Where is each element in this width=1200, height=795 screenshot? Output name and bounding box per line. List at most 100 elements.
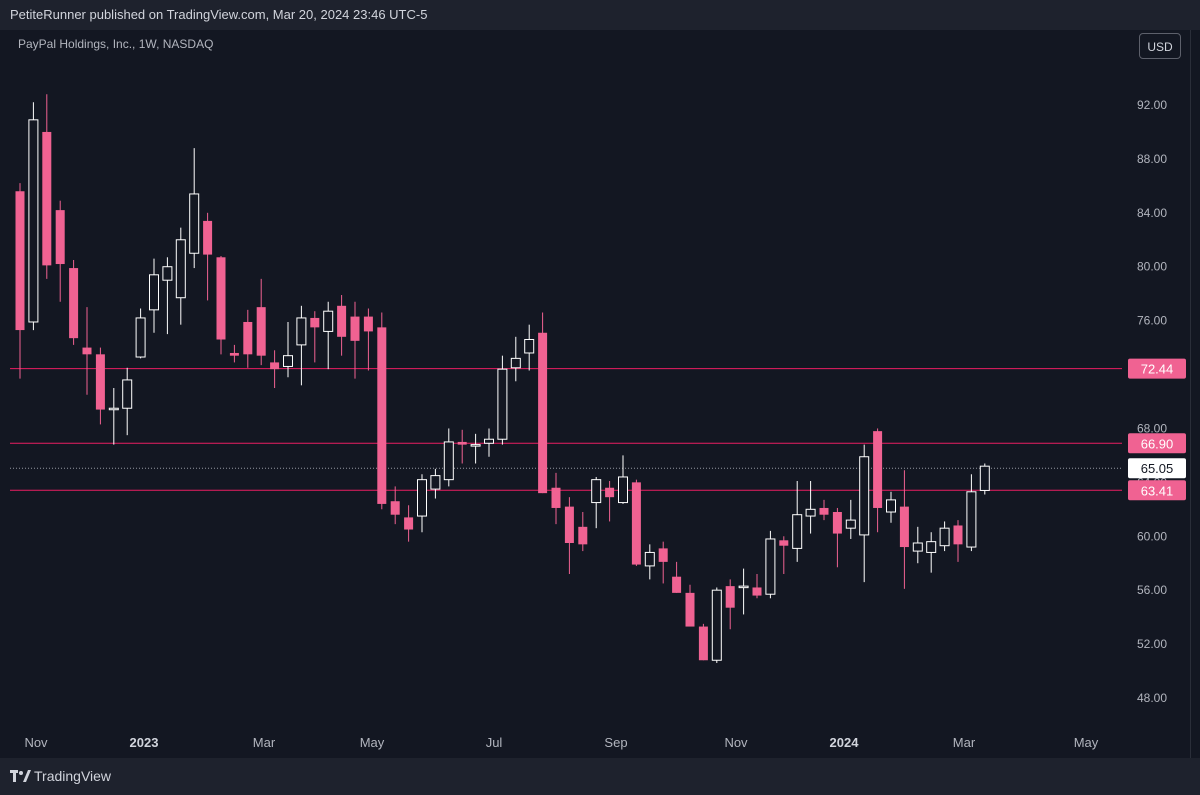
tradingview-logo-icon <box>10 770 31 782</box>
x-tick-label-7: 2024 <box>830 735 860 750</box>
y-tick-label-3: 80.00 <box>1137 260 1167 274</box>
x-tick-label-3: May <box>360 735 385 750</box>
level-price-label-2: 63.41 <box>1141 483 1174 498</box>
y-tick-label-8: 60.00 <box>1137 529 1167 543</box>
footer-brand: TradingView <box>34 768 112 784</box>
candle-body-44 <box>605 487 615 498</box>
candle-body-5 <box>82 347 92 355</box>
candle-body-6 <box>95 354 105 410</box>
candlestick-chart[interactable]: 92.0088.0084.0080.0076.0072.0068.0064.00… <box>10 30 1190 758</box>
publisher-text: PetiteRunner published on TradingView.co… <box>10 7 428 22</box>
candle-body-13 <box>189 193 200 254</box>
candle-body-51 <box>698 626 708 661</box>
candle-body-32 <box>443 441 454 481</box>
candle-body-21 <box>296 317 307 346</box>
level-price-tag-0 <box>1128 358 1186 379</box>
candle-body-59 <box>805 508 816 517</box>
candle-body-31 <box>430 475 441 490</box>
candle-body-41 <box>564 506 574 544</box>
candle-body-25 <box>350 316 360 341</box>
candle-body-60 <box>819 507 829 515</box>
candle-body-57 <box>779 540 789 546</box>
candle-body-11 <box>162 266 173 281</box>
level-price-tag-1 <box>1128 433 1186 454</box>
candle-body-58 <box>792 514 803 549</box>
candle-body-62 <box>845 519 856 529</box>
candle-body-54 <box>738 585 749 589</box>
candle-body-1 <box>28 119 39 323</box>
candle-body-35 <box>484 438 494 444</box>
candle-body-38 <box>524 338 535 354</box>
candle-body-48 <box>658 548 668 562</box>
x-tick-label-0: Nov <box>24 735 48 750</box>
x-tick-label-2: Mar <box>253 735 276 750</box>
candle-body-36 <box>497 368 508 440</box>
candle-body-23 <box>323 310 334 332</box>
candle-body-10 <box>149 274 159 311</box>
candle-body-8 <box>122 379 133 409</box>
last-price-tag <box>1128 458 1186 479</box>
candle-body-17 <box>243 321 253 355</box>
candle-body-47 <box>644 551 655 567</box>
candle-body-4 <box>69 268 79 339</box>
candle-body-9 <box>135 317 146 358</box>
level-price-label-1: 66.90 <box>1141 436 1174 451</box>
candle-body-33 <box>457 441 467 445</box>
x-tick-label-1: 2023 <box>130 735 159 750</box>
candle-body-29 <box>404 517 414 530</box>
candle-body-40 <box>551 487 561 508</box>
candle-body-66 <box>899 506 909 548</box>
candle-body-34 <box>470 444 481 447</box>
candle-body-39 <box>538 332 548 494</box>
footer: TradingView <box>0 758 1200 795</box>
candle-body-22 <box>310 317 320 328</box>
y-tick-label-2: 84.00 <box>1137 206 1167 220</box>
candle-body-20 <box>283 355 293 367</box>
candle-body-72 <box>979 465 990 491</box>
candle-body-49 <box>672 576 682 593</box>
candle-body-61 <box>832 512 842 534</box>
candle-body-45 <box>618 476 628 504</box>
candle-body-63 <box>859 456 870 536</box>
candle-body-30 <box>417 479 427 517</box>
candle-body-69 <box>939 527 950 547</box>
x-tick-label-8: Mar <box>953 735 976 750</box>
candle-body-19 <box>270 362 280 370</box>
candle-body-16 <box>229 352 239 356</box>
candle-body-0 <box>15 191 25 331</box>
y-tick-label-1: 88.00 <box>1137 152 1167 166</box>
level-price-tag-2 <box>1128 480 1186 501</box>
candle-body-50 <box>685 592 695 627</box>
candle-body-37 <box>510 357 521 369</box>
x-tick-label-5: Sep <box>604 735 627 750</box>
candle-body-28 <box>390 501 400 515</box>
candle-body-46 <box>631 482 641 565</box>
candle-body-53 <box>725 586 735 608</box>
last-price-label: 65.05 <box>1141 461 1174 476</box>
x-tick-label-9: May <box>1074 735 1099 750</box>
candle-body-27 <box>377 327 387 504</box>
y-tick-label-6: 68.00 <box>1137 421 1167 435</box>
candle-body-64 <box>873 431 883 508</box>
y-tick-label-11: 48.00 <box>1137 691 1167 705</box>
candle-body-15 <box>216 257 226 340</box>
candle-body-3 <box>55 210 65 265</box>
candle-body-52 <box>711 589 722 661</box>
candle-body-67 <box>912 542 923 552</box>
candle-body-24 <box>337 305 347 337</box>
chart-area[interactable]: 92.0088.0084.0080.0076.0072.0068.0064.00… <box>10 30 1191 758</box>
y-tick-label-10: 52.00 <box>1137 637 1167 651</box>
candle-body-12 <box>175 239 186 299</box>
currency-button[interactable]: USD <box>1139 33 1181 59</box>
candle-body-68 <box>926 541 937 553</box>
x-tick-label-6: Nov <box>724 735 748 750</box>
candle-body-70 <box>953 525 963 545</box>
y-tick-label-0: 92.00 <box>1137 98 1167 112</box>
candle-body-71 <box>966 491 977 548</box>
candle-body-2 <box>42 131 52 266</box>
candle-body-42 <box>578 526 588 545</box>
candle-body-43 <box>591 479 602 504</box>
candle-body-65 <box>886 499 896 513</box>
candle-body-56 <box>765 538 776 595</box>
candle-body-55 <box>752 587 762 596</box>
